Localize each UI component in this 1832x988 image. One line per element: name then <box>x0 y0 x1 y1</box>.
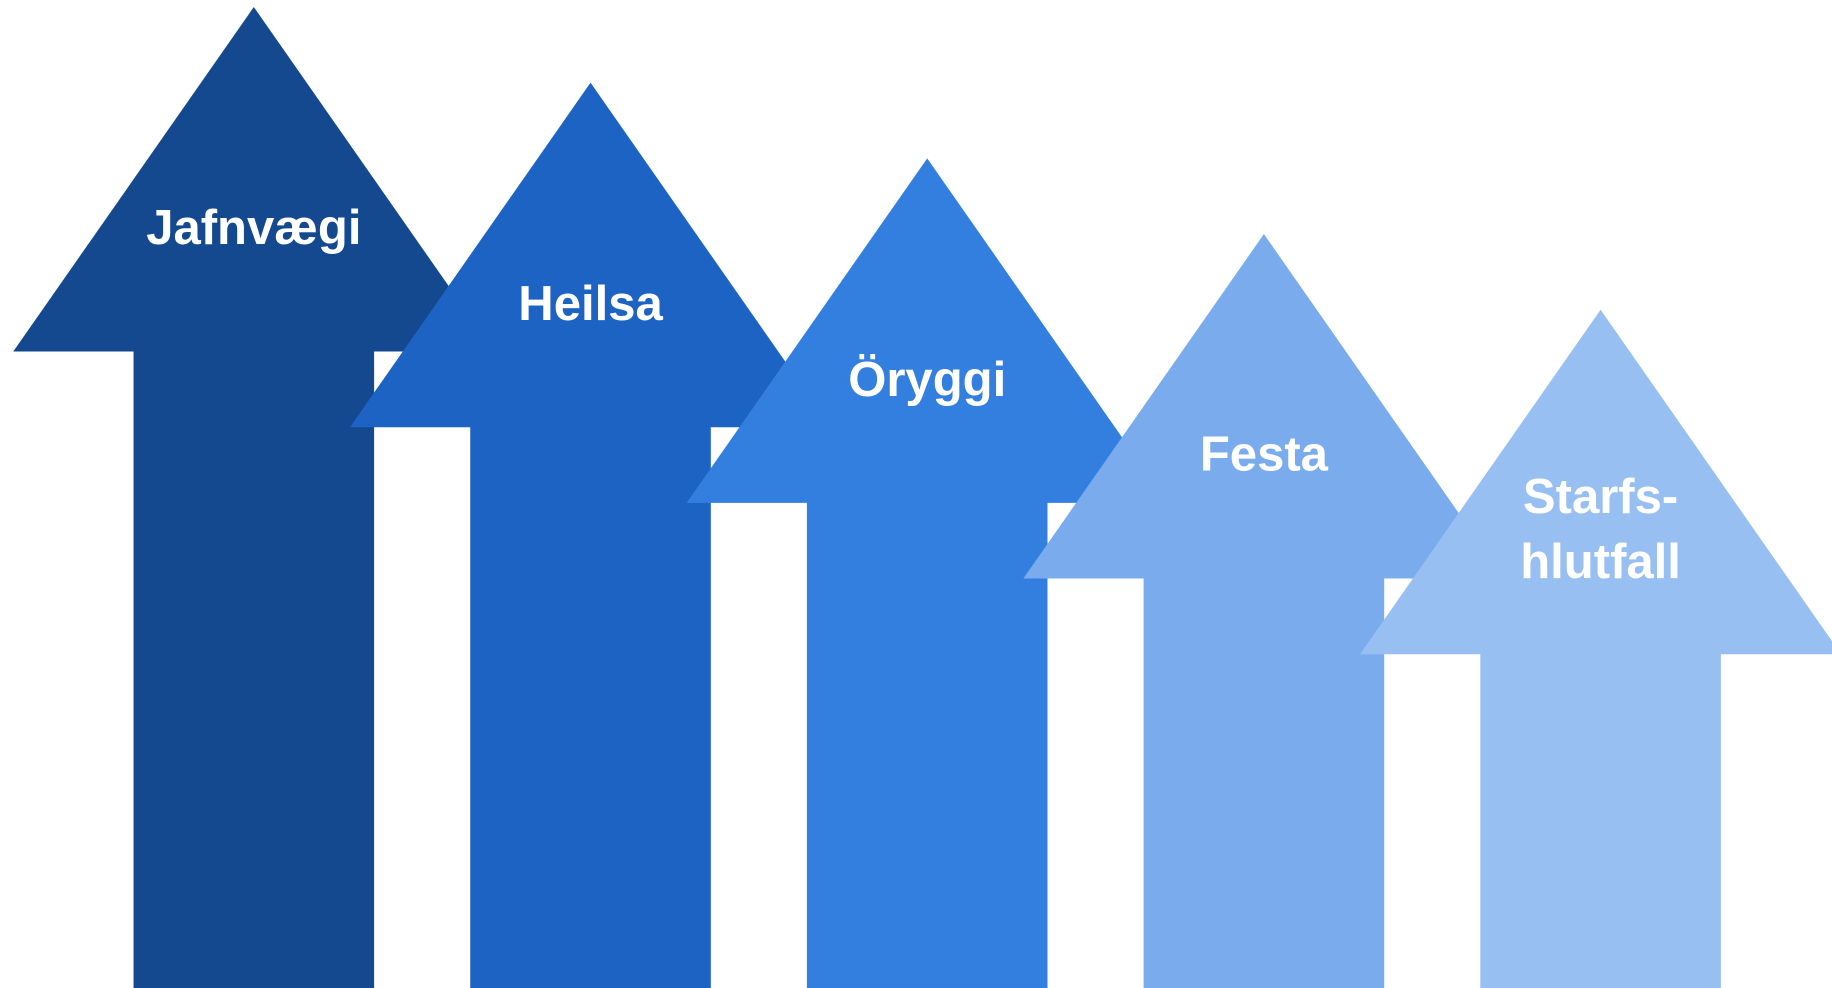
arrow <box>1023 234 1505 988</box>
arrow-label: Jafnvægi <box>146 201 361 255</box>
arrow-label: Heilsa <box>518 277 663 331</box>
arrow-label: Starfs- <box>1523 470 1678 524</box>
arrow-label: Festa <box>1200 428 1329 482</box>
arrow-label: Öryggi <box>848 352 1006 407</box>
arrow <box>686 158 1168 988</box>
arrow <box>349 82 832 988</box>
arrow <box>1360 309 1832 988</box>
arrow-label: hlutfall <box>1520 535 1681 589</box>
arrow <box>13 7 495 988</box>
